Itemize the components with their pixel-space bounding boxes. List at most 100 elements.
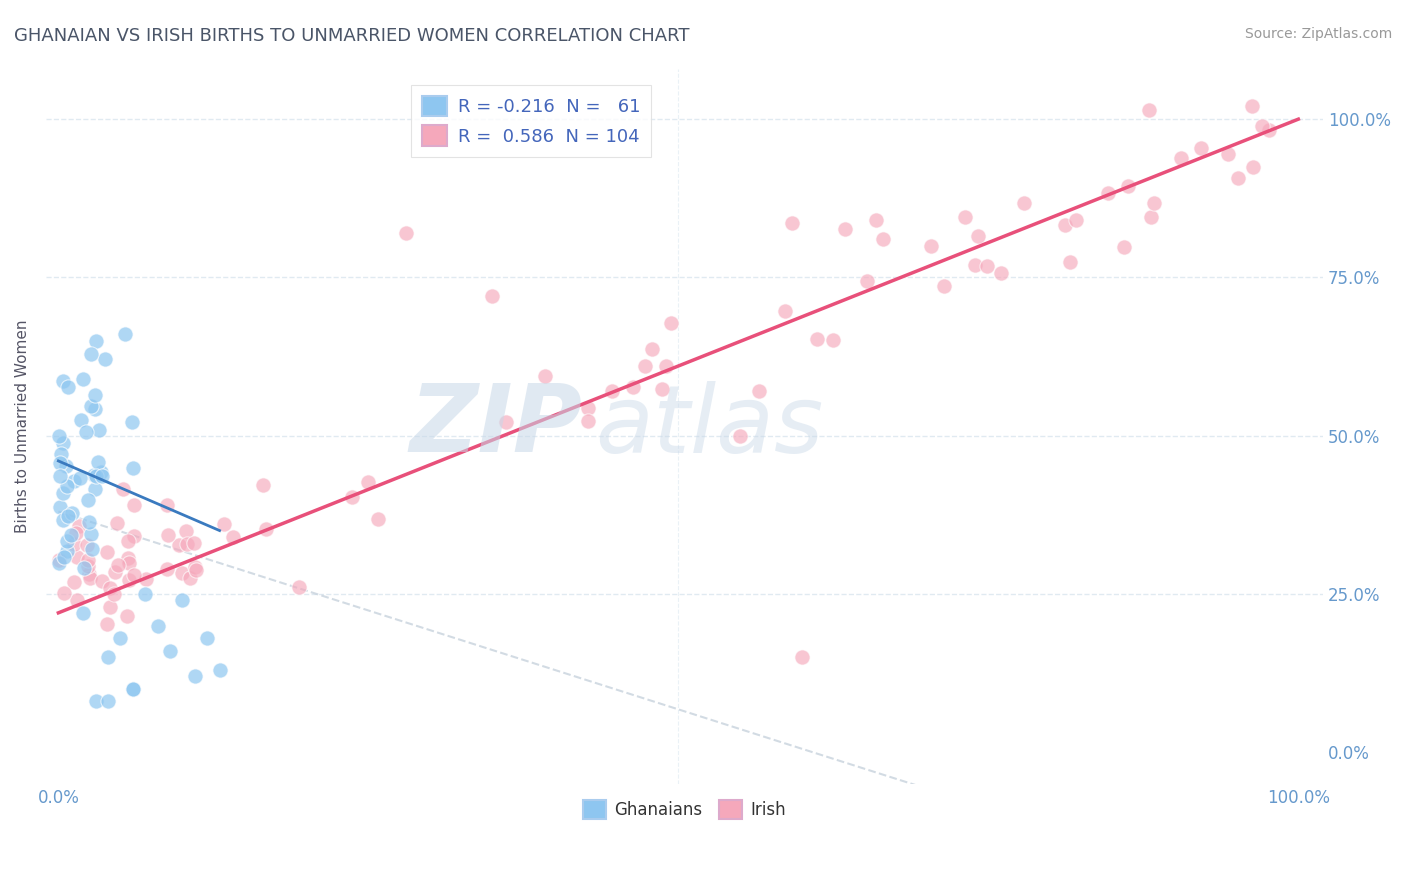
Point <box>856 274 879 288</box>
Point <box>96 617 118 632</box>
Point <box>481 289 503 303</box>
Point <box>80 347 103 361</box>
Point <box>76 559 98 574</box>
Text: GHANAIAN VS IRISH BIRTHS TO UNMARRIED WOMEN CORRELATION CHART: GHANAIAN VS IRISH BIRTHS TO UNMARRIED WO… <box>14 27 689 45</box>
Point <box>495 415 517 429</box>
Point <box>172 593 194 607</box>
Point <box>146 618 169 632</box>
Point <box>775 304 797 318</box>
Point <box>87 423 110 437</box>
Point <box>1012 196 1035 211</box>
Point <box>792 650 814 665</box>
Point <box>84 334 107 348</box>
Y-axis label: Births to Unmarried Women: Births to Unmarried Women <box>15 319 30 533</box>
Point <box>159 644 181 658</box>
Point <box>111 482 134 496</box>
Point <box>1064 212 1087 227</box>
Point <box>1251 119 1274 133</box>
Point <box>134 587 156 601</box>
Point <box>872 232 894 246</box>
Point <box>91 574 114 588</box>
Point <box>84 402 107 417</box>
Text: ZIP: ZIP <box>409 380 582 472</box>
Point <box>70 413 93 427</box>
Point <box>65 525 87 540</box>
Point <box>79 571 101 585</box>
Point <box>98 582 121 596</box>
Point <box>534 368 557 383</box>
Point <box>1114 240 1136 254</box>
Point <box>963 258 986 272</box>
Point <box>214 517 236 532</box>
Point <box>821 333 844 347</box>
Point <box>252 478 274 492</box>
Point <box>84 694 107 708</box>
Point <box>990 266 1012 280</box>
Point <box>170 566 193 580</box>
Point <box>576 401 599 415</box>
Point <box>651 382 673 396</box>
Point <box>87 454 110 468</box>
Point <box>52 435 75 450</box>
Point <box>67 519 90 533</box>
Point <box>69 471 91 485</box>
Point <box>179 571 201 585</box>
Point <box>83 468 105 483</box>
Point <box>1189 141 1212 155</box>
Point <box>167 537 190 551</box>
Point <box>90 466 112 480</box>
Point <box>56 479 79 493</box>
Point <box>63 537 86 551</box>
Point <box>634 359 657 374</box>
Point <box>56 380 79 394</box>
Point <box>48 553 70 567</box>
Point <box>1143 196 1166 211</box>
Point <box>72 372 94 386</box>
Point <box>51 447 73 461</box>
Point <box>865 213 887 227</box>
Point <box>1170 151 1192 165</box>
Point <box>75 425 97 439</box>
Point <box>195 631 218 645</box>
Point <box>1241 160 1264 174</box>
Legend: Ghanaians, Irish: Ghanaians, Irish <box>576 793 793 825</box>
Point <box>121 415 143 429</box>
Point <box>52 486 75 500</box>
Point <box>107 558 129 572</box>
Point <box>600 384 623 399</box>
Point <box>394 226 416 240</box>
Point <box>56 534 79 549</box>
Point <box>1097 186 1119 200</box>
Point <box>655 359 678 374</box>
Point <box>1054 218 1077 232</box>
Point <box>48 556 70 570</box>
Point <box>121 461 143 475</box>
Point <box>97 694 120 708</box>
Point <box>55 459 77 474</box>
Point <box>117 551 139 566</box>
Point <box>80 400 103 414</box>
Point <box>56 508 79 523</box>
Point <box>91 468 114 483</box>
Point <box>730 428 752 442</box>
Point <box>920 239 942 253</box>
Point <box>208 663 231 677</box>
Point <box>953 210 976 224</box>
Point <box>1240 99 1263 113</box>
Point <box>98 599 121 614</box>
Point <box>77 516 100 530</box>
Point <box>1137 103 1160 117</box>
Point <box>367 512 389 526</box>
Point <box>52 374 75 388</box>
Point <box>110 631 132 645</box>
Point <box>80 527 103 541</box>
Point <box>1258 123 1281 137</box>
Point <box>66 593 89 607</box>
Point <box>748 384 770 398</box>
Point <box>1116 178 1139 193</box>
Point <box>176 524 198 538</box>
Point <box>56 544 79 558</box>
Point <box>48 456 70 470</box>
Point <box>77 493 100 508</box>
Point <box>256 522 278 536</box>
